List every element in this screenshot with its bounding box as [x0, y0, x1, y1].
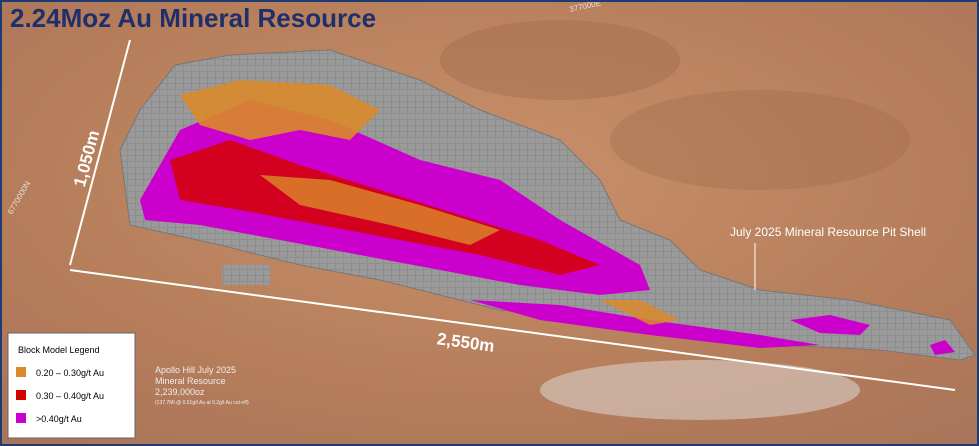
block-model [119, 49, 976, 361]
grade-magenta [470, 300, 820, 348]
grade-magenta [930, 340, 955, 355]
legend-swatch [16, 390, 26, 400]
grade-orange [180, 80, 380, 140]
legend-box [7, 332, 136, 439]
salt-flat [540, 360, 860, 420]
grade-orange [600, 300, 680, 325]
legend-label: 0.20 – 0.30g/t Au [36, 368, 104, 378]
legend-label: 0.30 – 0.40g/t Au [36, 391, 104, 401]
legend-title: Block Model Legend [18, 345, 100, 355]
legend-swatch [16, 413, 26, 423]
title: 2.24Moz Au Mineral Resource [10, 3, 376, 33]
terrain [610, 90, 910, 190]
legend-swatch [16, 367, 26, 377]
legend: Block Model Legend 0.20 – 0.30g/t Au 0.30… [7, 332, 136, 439]
terrain [440, 20, 680, 100]
summary-line: Mineral Resource [155, 376, 226, 386]
grade-orange [260, 175, 500, 245]
grade-magenta [790, 315, 870, 335]
pit-shell-annotation: July 2025 Mineral Resource Pit Shell [730, 225, 926, 239]
length-scale-line [69, 269, 956, 391]
summary-line: Apollo Hill July 2025 [155, 365, 236, 375]
summary-line: (137.7Mt @ 0.51g/t Au at 0.2g/t Au cut-o… [155, 400, 249, 406]
summary: Apollo Hill July 2025 Mineral Resource 2… [155, 365, 249, 406]
summary-line: 2,239,000oz [155, 387, 205, 397]
pit-shell-block [222, 265, 270, 285]
legend-label: >0.40g/t Au [36, 414, 82, 424]
width-scale-line [69, 39, 131, 266]
